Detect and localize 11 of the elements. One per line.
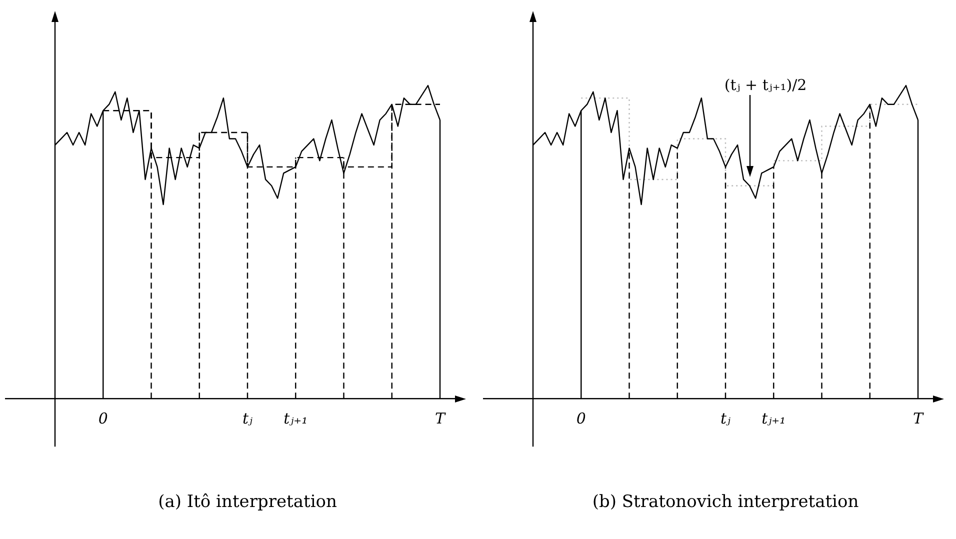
text: (b) Stratonovich interpretation: [592, 492, 859, 512]
x-tick-label: tⱼ: [720, 409, 731, 428]
x-tick-label: tⱼ₊₁: [284, 409, 308, 428]
x-tick-label: T: [434, 409, 446, 428]
x-tick-label: 0: [576, 409, 586, 428]
text: (a) Itô interpretation: [158, 492, 337, 512]
x-tick-label: tⱼ: [242, 409, 253, 428]
x-tick-label: tⱼ₊₁: [762, 409, 786, 428]
annotation: (tⱼ + tⱼ₊₁)/2: [724, 76, 807, 94]
x-tick-label: 0: [98, 409, 108, 428]
x-tick-label: T: [912, 409, 924, 428]
